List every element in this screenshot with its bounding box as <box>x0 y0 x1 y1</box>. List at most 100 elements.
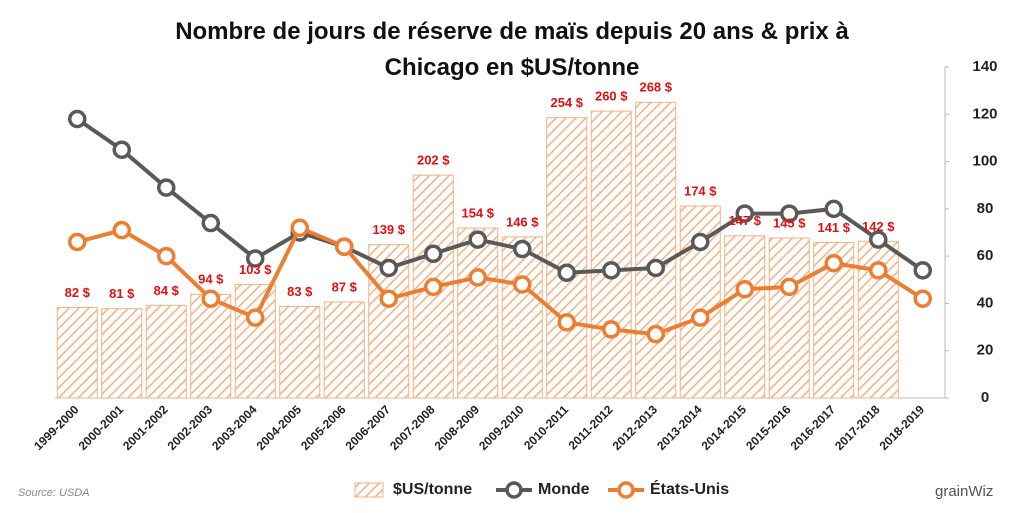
x-tick-label: 2011-2012 <box>566 402 616 452</box>
data-label: 141 $ <box>817 220 850 235</box>
line-marker <box>201 213 220 233</box>
line-marker <box>290 218 309 238</box>
line-marker <box>424 244 443 264</box>
line-marker <box>824 253 843 273</box>
line-marker <box>68 232 87 252</box>
x-tick-label: 2001-2002 <box>120 402 171 453</box>
data-label: 147 $ <box>728 213 761 228</box>
line-marker <box>68 109 87 129</box>
y2-tick-label: 0 <box>981 389 989 406</box>
line-marker <box>913 289 932 308</box>
line-marker <box>424 277 443 297</box>
line-marker <box>513 275 532 294</box>
data-label: 202 $ <box>417 153 450 168</box>
legend-label: $US/tonne <box>393 481 472 498</box>
line-marker <box>913 261 932 280</box>
data-label: 83 $ <box>287 284 313 299</box>
data-label: 84 $ <box>154 283 180 298</box>
bar <box>279 305 321 399</box>
y2-tick-label: 40 <box>977 294 994 311</box>
legend-label: États-Unis <box>650 479 729 498</box>
line-marker <box>869 261 888 280</box>
data-label: 87 $ <box>332 279 358 294</box>
line-marker <box>379 258 398 278</box>
line-marker <box>201 289 220 308</box>
x-tick-label: 2013-2014 <box>654 402 705 453</box>
bar <box>546 117 588 399</box>
line-marker <box>602 261 621 280</box>
chart-title: Nombre de jours de réserve de maïs depui… <box>175 18 849 81</box>
x-tick-label: 2004-2005 <box>254 402 305 453</box>
line-marker <box>557 263 576 282</box>
x-tick-label: 2009-2010 <box>476 402 527 453</box>
x-tick-label: 2005-2006 <box>298 402 349 453</box>
y2-tick-label: 140 <box>972 58 997 75</box>
x-tick-label: 2018-2019 <box>877 402 928 453</box>
line-marker <box>735 204 754 223</box>
bar <box>457 227 499 399</box>
line-marker <box>468 268 487 287</box>
x-tick-label: 2017-2018 <box>832 402 883 453</box>
line-marker <box>246 308 265 327</box>
line-marker <box>602 320 621 339</box>
bar <box>590 110 632 399</box>
bar <box>56 307 98 399</box>
x-tick-label: 2006-2007 <box>343 402 394 453</box>
bar <box>679 205 721 399</box>
data-label: 146 $ <box>506 214 539 229</box>
bar <box>368 244 410 399</box>
legend-swatch <box>505 481 523 499</box>
line-marker <box>646 258 665 278</box>
x-tick-label: 2002-2003 <box>165 402 216 453</box>
legend-label: Monde <box>538 481 590 498</box>
line-marker <box>780 277 799 297</box>
bar <box>768 237 810 399</box>
data-label: 174 $ <box>684 183 717 198</box>
bar <box>635 101 677 399</box>
bar <box>101 308 143 399</box>
x-tick-label: 2008-2009 <box>432 402 483 453</box>
x-tick-label: 1999-2000 <box>31 402 82 453</box>
x-tick-label: 2015-2016 <box>743 402 794 453</box>
data-label: 154 $ <box>461 206 494 221</box>
line-marker <box>157 178 176 197</box>
data-label: 268 $ <box>639 80 672 95</box>
line-marker <box>557 313 576 332</box>
y2-tick-label: 60 <box>977 247 994 264</box>
bar <box>190 293 232 399</box>
line-marker <box>824 199 843 219</box>
line-marker <box>112 220 131 240</box>
x-tick-label: 2016-2017 <box>788 402 839 453</box>
data-label: 142 $ <box>862 219 895 234</box>
legend-swatch <box>354 482 384 498</box>
bar <box>145 304 187 399</box>
bar <box>234 283 276 399</box>
data-label: 81 $ <box>109 286 135 301</box>
line-marker <box>112 140 131 159</box>
line-marker <box>157 246 176 266</box>
y2-tick-label: 120 <box>972 105 997 122</box>
data-label: 139 $ <box>372 222 405 237</box>
line-marker <box>735 279 754 299</box>
data-label: 145 $ <box>773 215 806 230</box>
data-label: 82 $ <box>65 285 91 300</box>
data-label: 254 $ <box>550 95 583 110</box>
line-marker <box>646 324 665 344</box>
x-tick-label: 2000-2001 <box>76 402 127 453</box>
data-label: 103 $ <box>239 262 272 277</box>
line-marker <box>513 239 532 259</box>
line-marker <box>468 230 487 249</box>
source: Source: USDA <box>18 487 90 499</box>
line-marker <box>869 230 888 249</box>
x-tick-label: 2007-2008 <box>387 402 438 453</box>
bar <box>323 301 365 399</box>
line-marker <box>335 237 354 256</box>
y2-tick-label: 80 <box>977 200 994 217</box>
x-tick-label: 2010-2011 <box>521 402 571 452</box>
data-label: 260 $ <box>595 89 628 104</box>
legend-swatch <box>617 481 635 499</box>
line-marker <box>691 308 710 327</box>
line-marker <box>691 232 710 252</box>
